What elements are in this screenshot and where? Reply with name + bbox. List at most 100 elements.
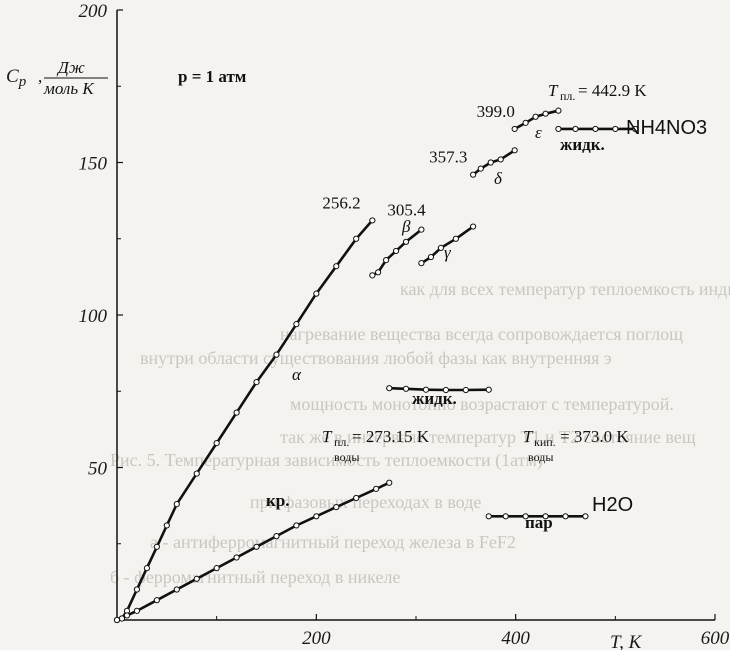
t-melt-nh4no3-value: = 442.9 K [578,81,647,100]
data-point [373,485,380,492]
ghost-line-6: Рис. 5. Температурная зависимость теплое… [110,450,543,471]
phase-label-delta: δ [494,169,503,188]
series-layer [113,107,639,624]
data-point [442,386,449,394]
data-point [383,257,390,264]
transition-label-305-4: 305.4 [387,201,426,220]
data-point [485,513,492,520]
x-tick-label-400: 400 [501,628,530,649]
data-point [392,247,400,255]
y-axis-label-comma: , [38,67,42,86]
transition-label-357-3: 357.3 [429,148,467,167]
series-nh4no3-3 [470,147,518,178]
ghost-line-7: при фазовых переходах в воде [250,492,481,512]
phase-label-alpha: α [292,365,302,384]
series-h2o-7 [386,385,492,394]
data-point [418,226,425,233]
data-point [253,543,260,550]
data-point [369,272,376,279]
formula-h2o: H2O [592,494,633,516]
data-point [487,159,494,166]
data-point [173,586,180,593]
data-point [273,351,280,358]
data-point [293,522,300,529]
data-point [153,543,160,550]
background-text: как для всех температур теплоемкость инд… [110,279,730,587]
data-point [118,615,126,622]
t-melt-h2o-value: = 273.15 K [352,427,430,446]
data-point [542,513,549,520]
series-nh4no3-2 [418,223,477,267]
data-point [402,238,410,245]
series-h2o-6 [113,479,393,624]
t-melt-nh4no3-symbol: T [548,81,559,100]
data-point [333,504,340,511]
series-h2o-8 [485,513,589,520]
data-point [511,147,518,154]
phase-label-h2o-vapor: пар [525,513,553,532]
ghost-line-9: б - ферромагнитный переход в никеле [110,567,400,587]
data-point [213,565,220,572]
t-melt-nh4no3-sub: пл. [560,89,575,103]
t-melt-h2o-note: воды [334,450,359,464]
data-point [375,269,382,276]
data-point [143,565,150,572]
data-point [173,501,180,508]
formula-nh4no3-text: NH4NO3 [626,117,707,139]
ghost-line-1: как для всех температур теплоемкость инд… [400,279,730,299]
t-boil-h2o-note: воды [528,450,553,464]
annotation-t-boil-h2o: T кип. = 373.0 K воды [523,427,629,464]
data-point [386,385,393,392]
phase-label-epsilon: ε [535,123,542,142]
y-axis-label: Cp , Дж моль K [6,58,108,98]
data-point [470,223,477,230]
data-point [572,125,579,133]
data-point [233,554,240,561]
ghost-line-4: мощность монотонно возрастают с температ… [290,394,674,414]
data-point [233,409,240,416]
data-point [402,385,410,392]
data-point [485,386,492,393]
phase-label-gamma: γ [444,243,452,262]
data-point [386,479,393,486]
data-point [333,263,340,270]
annotation-t-melt-nh4no3: T пл. = 442.9 K [548,81,647,103]
series-nh4no3-4 [511,107,562,133]
t-melt-h2o-sub: пл. [334,435,349,449]
ghost-line-8: а - антиферромагнитный переход железа в … [150,532,516,552]
data-point [418,260,425,267]
data-point [612,125,619,133]
data-point [592,125,599,133]
data-point [313,290,320,297]
transition-point-labels: 256.2 305.4 357.3 399.0 [322,102,515,220]
data-point [632,125,639,133]
data-point [497,156,504,163]
data-point [133,586,141,593]
y-tick-label-150: 150 [79,154,108,175]
series-nh4no3-5 [555,125,639,133]
pressure-label: p = 1 атм [178,67,247,86]
y-axis-label-numerator: Дж [56,58,85,77]
data-point [462,386,469,394]
series-nh4no3-1 [369,226,425,279]
t-boil-h2o-value: = 373.0 K [560,427,629,446]
ghost-line-2: нагревание вещества всегда сопровождаетс… [280,324,683,344]
t-boil-h2o-symbol: T [523,427,534,446]
transition-label-399-0: 399.0 [477,102,515,121]
data-point [213,440,220,447]
ghost-line-3: внутри области существования любой фазы … [140,348,612,368]
formula-h2o-text: H2O [592,494,633,516]
data-point [273,533,280,540]
data-point [193,470,200,477]
data-point [253,379,260,386]
data-point [353,494,360,502]
data-point [353,235,360,242]
y-axis-label-denominator: моль K [43,79,95,98]
t-boil-h2o-sub: кип. [534,435,556,449]
data-point [477,165,484,172]
data-point [313,513,320,520]
phase-label-h2o-solid: кр. [266,491,290,510]
x-tick-label-200: 200 [302,628,331,649]
y-axis-label-cp: Cp [6,66,27,90]
